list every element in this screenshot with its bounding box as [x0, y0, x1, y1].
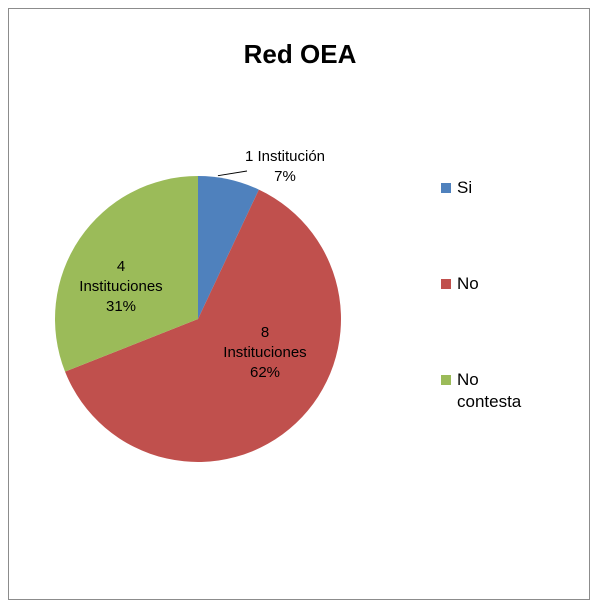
legend-label-no: No	[457, 274, 479, 293]
pie-slice-no	[65, 189, 341, 462]
data-label-no-contesta-unit: Instituciones	[79, 278, 163, 295]
legend-swatch-si	[441, 183, 451, 193]
data-label-no-count: 8	[260, 324, 270, 341]
legend-item-no-contesta: No contesta	[441, 369, 537, 413]
data-label-no-contesta-count: 4	[116, 258, 126, 275]
leader-line-si	[217, 170, 248, 177]
legend-swatch-no-contesta	[441, 375, 451, 385]
data-label-no-pct: 62%	[249, 364, 281, 381]
data-label-si: 1 Institución 7%	[217, 147, 353, 187]
data-label-no: 8 Instituciones 62%	[205, 323, 325, 383]
legend-swatch-no	[441, 279, 451, 289]
data-label-no-contesta-pct: 31%	[105, 298, 137, 315]
chart-title: Red OEA	[243, 39, 357, 69]
legend-label-si: Si	[457, 178, 473, 197]
chart-frame: Red OEA 1 Institución 7% 8 Instituciones…	[8, 8, 590, 600]
legend-item-si: Si	[441, 177, 537, 199]
data-label-si-count: 1 Institución	[244, 148, 326, 165]
data-label-si-pct: 7%	[274, 168, 296, 185]
data-label-no-contesta: 4 Instituciones 31%	[61, 257, 181, 317]
data-label-no-unit: Instituciones	[223, 344, 307, 361]
legend-label-no-contesta: No contesta	[457, 370, 522, 411]
legend-item-no: No	[441, 273, 537, 295]
pie-chart	[54, 170, 341, 462]
pie-slice-no-contesta	[54, 176, 199, 372]
pie-slice-si	[198, 176, 259, 319]
